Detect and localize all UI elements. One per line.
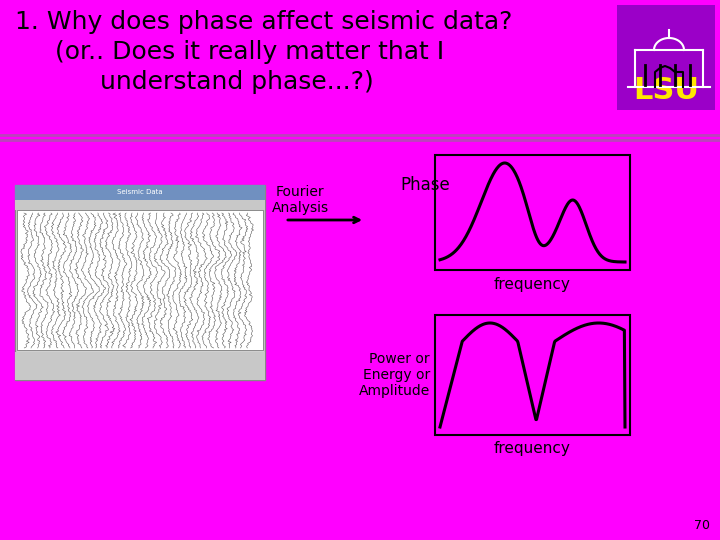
Text: Power or
Energy or
Amplitude: Power or Energy or Amplitude xyxy=(359,352,430,398)
Text: Seismic Data: Seismic Data xyxy=(117,189,163,195)
Bar xyxy=(17,210,263,350)
Bar xyxy=(15,185,265,380)
Text: Phase: Phase xyxy=(400,176,450,194)
Text: frequency: frequency xyxy=(494,442,571,456)
Text: 70: 70 xyxy=(694,519,710,532)
Bar xyxy=(435,155,630,270)
Bar xyxy=(15,185,265,200)
Bar xyxy=(617,5,715,110)
Text: frequency: frequency xyxy=(494,276,571,292)
Bar xyxy=(15,352,265,380)
Bar xyxy=(15,200,265,210)
Bar xyxy=(435,315,630,435)
Text: LSU: LSU xyxy=(633,76,699,105)
Text: (or.. Does it really matter that I: (or.. Does it really matter that I xyxy=(55,40,444,64)
Text: 1. Why does phase affect seismic data?: 1. Why does phase affect seismic data? xyxy=(15,10,513,34)
Text: Fourier
Analysis: Fourier Analysis xyxy=(271,185,328,215)
Text: understand phase...?): understand phase...?) xyxy=(100,70,374,94)
